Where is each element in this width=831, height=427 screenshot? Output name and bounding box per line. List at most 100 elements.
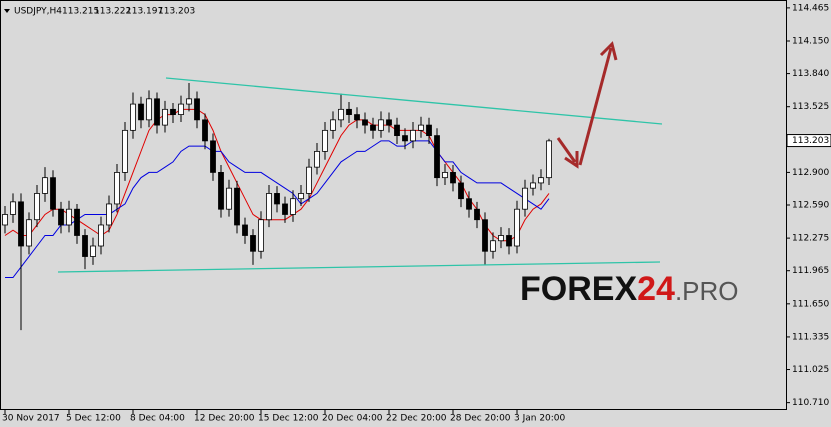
y-tick-label: 111.025 [792, 365, 829, 375]
watermark-part: .PRO [675, 276, 739, 306]
arrow [578, 47, 613, 166]
y-tick-label: 114.465 [792, 3, 829, 13]
x-tick-label: 3 Jan 20:00 [514, 414, 566, 424]
candle-body [370, 124, 376, 131]
candle-body [90, 245, 96, 257]
y-tick-label: 111.335 [792, 332, 829, 342]
watermark-part: FOREX [520, 270, 637, 308]
candle-body [442, 172, 448, 179]
x-tick-label: 12 Dec 20:00 [194, 414, 255, 424]
watermark: FOREX24.PRO [520, 270, 739, 308]
current-price-box [786, 134, 831, 148]
candle-body [178, 103, 184, 115]
candle-body [18, 201, 24, 247]
current-price-label: 113.203 [792, 136, 829, 146]
candle-body [346, 108, 352, 115]
candle-body [306, 166, 312, 194]
candle-body [154, 98, 160, 126]
candle-body [58, 208, 64, 226]
candle-body [466, 198, 472, 210]
candle-body [82, 235, 88, 257]
candle-body [498, 235, 504, 242]
indicator-line [4, 108, 550, 242]
candle-body [26, 219, 32, 247]
candle-body [314, 150, 320, 168]
candle-body [162, 108, 168, 126]
candle-body [410, 129, 416, 142]
y-tick-label: 111.650 [792, 299, 829, 309]
arrow-head [599, 41, 618, 61]
y-tick-label: 112.275 [792, 234, 829, 244]
candle-body [138, 103, 144, 121]
candle-body [418, 124, 424, 131]
candle-body [258, 219, 264, 252]
candle-body [266, 193, 272, 221]
plot-area [2, 83, 552, 331]
candle-body [322, 129, 328, 152]
candle-body [10, 201, 16, 215]
candle-body [298, 193, 304, 200]
candle-body [490, 240, 496, 252]
candle-body [170, 108, 176, 115]
candle-body [362, 119, 368, 126]
ohlc-value: 113.215 [62, 7, 99, 17]
candle-body [226, 187, 232, 210]
x-tick-label: 22 Dec 20:00 [386, 414, 447, 424]
candle-body [34, 193, 40, 221]
candle-body [426, 124, 432, 137]
candle-body [242, 224, 248, 236]
indicator-line [5, 140, 550, 279]
candle-body [66, 208, 72, 226]
forecast-arrows [556, 41, 618, 169]
watermark-part: 24 [637, 270, 675, 308]
y-tick-label: 110.710 [792, 398, 829, 408]
y-tick-label: 114.150 [792, 37, 829, 47]
candle-body [122, 129, 128, 173]
candle-body [506, 235, 512, 247]
x-tick-label: 20 Dec 04:00 [322, 414, 383, 424]
trend-line [165, 77, 663, 125]
candle-body [290, 198, 296, 215]
candle-body [50, 177, 56, 210]
candle-body [98, 224, 104, 247]
arrow [556, 137, 577, 163]
candle-body [514, 208, 520, 247]
candle-body [482, 219, 488, 252]
y-tick-label: 112.900 [792, 168, 829, 178]
candle-body [2, 214, 8, 226]
candle-body [546, 140, 552, 179]
ohlc-value: 113.197 [126, 7, 163, 17]
candle-body [130, 103, 136, 131]
y-tick-label: 111.965 [792, 266, 829, 276]
candle-body [450, 172, 456, 184]
arrow-head [564, 151, 579, 169]
menu-icon [4, 9, 10, 13]
candle-body [194, 98, 200, 121]
candle-body [474, 208, 480, 221]
x-tick-label: 5 Dec 12:00 [66, 414, 121, 424]
candle-body [74, 208, 80, 236]
candle-body [202, 119, 208, 142]
candle-body [338, 108, 344, 121]
candle-body [106, 203, 112, 226]
candle-body [458, 182, 464, 200]
x-tick-label: 30 Nov 2017 [2, 414, 60, 424]
candle-body [42, 177, 48, 194]
candle-body [146, 98, 152, 121]
candle-body [186, 98, 192, 105]
x-tick-label: 8 Dec 04:00 [130, 414, 185, 424]
y-tick-label: 113.840 [792, 69, 829, 79]
candle-body [378, 119, 384, 131]
x-tick-label: 15 Dec 12:00 [258, 414, 319, 424]
candle-body [354, 114, 360, 121]
ohlc-value: 113.203 [158, 7, 195, 17]
trend-line [57, 261, 661, 273]
candle-body [522, 187, 528, 210]
x-tick-label: 28 Dec 20:00 [450, 414, 511, 424]
candle-body [402, 135, 408, 142]
candle-body [210, 140, 216, 173]
candle-body [434, 135, 440, 179]
candle-body [386, 119, 392, 126]
